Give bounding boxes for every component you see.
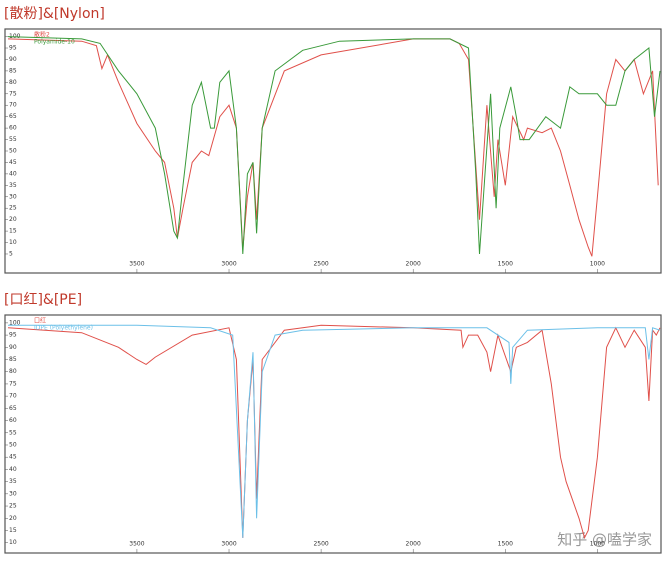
y-tick-label: 40 [9, 466, 17, 473]
chart-title: [口红]&[PE] [4, 292, 82, 308]
y-tick-label: 65 [9, 113, 17, 120]
y-tick-label: 5 [9, 250, 13, 257]
y-tick-label: 30 [9, 193, 17, 200]
y-tick-label: 25 [9, 503, 17, 510]
y-tick-label: 95 [9, 332, 17, 339]
x-tick-label: 1000 [590, 261, 605, 268]
y-tick-label: 55 [9, 429, 17, 436]
x-tick-label: 1000 [590, 541, 605, 548]
spectrum-line [7, 324, 661, 540]
x-tick-label: 3000 [221, 541, 236, 548]
y-tick-label: 15 [9, 228, 17, 235]
y-tick-label: 85 [9, 67, 17, 74]
legend-label: 口红 [34, 317, 46, 325]
y-tick-label: 90 [9, 344, 17, 351]
y-tick-label: 90 [9, 56, 17, 63]
y-tick-label: 40 [9, 170, 17, 177]
y-tick-label: 85 [9, 356, 17, 363]
y-tick-label: 80 [9, 368, 17, 375]
y-tick-label: 80 [9, 79, 17, 86]
x-tick-label: 3500 [129, 541, 144, 548]
x-tick-label: 2000 [406, 261, 421, 268]
y-tick-label: 45 [9, 159, 17, 166]
y-tick-label: 75 [9, 90, 17, 97]
y-tick-label: 35 [9, 182, 17, 189]
x-tick-label: 3000 [221, 261, 236, 268]
y-tick-label: 60 [9, 417, 17, 424]
spectrum-line [7, 36, 661, 255]
x-tick-label: 1500 [498, 541, 513, 548]
y-tick-label: 60 [9, 125, 17, 132]
legend-label: 散粉2 [34, 31, 50, 39]
chart-title: [散粉]&[Nylon] [4, 6, 105, 22]
legend-label: Polyamide-10 [34, 39, 75, 46]
y-tick-label: 70 [9, 393, 17, 400]
y-tick-label: 95 [9, 45, 17, 52]
x-tick-label: 1500 [498, 261, 513, 268]
y-tick-label: 100 [9, 319, 21, 326]
legend-label: IDPE (Polyethylene) [34, 325, 93, 332]
y-tick-label: 65 [9, 405, 17, 412]
y-tick-label: 70 [9, 102, 17, 109]
x-tick-label: 2500 [313, 261, 328, 268]
y-tick-label: 20 [9, 515, 17, 522]
y-tick-label: 30 [9, 490, 17, 497]
y-tick-label: 10 [9, 239, 17, 246]
x-tick-label: 2500 [313, 541, 328, 548]
y-tick-label: 25 [9, 205, 17, 212]
y-tick-label: 75 [9, 380, 17, 387]
spectrum-line [8, 324, 661, 538]
y-tick-label: 35 [9, 478, 17, 485]
plot-frame [4, 314, 662, 554]
y-tick-label: 10 [9, 539, 17, 546]
watermark: 知乎 @嗑学家 [557, 531, 652, 549]
x-tick-label: 2000 [406, 541, 421, 548]
y-tick-label: 50 [9, 441, 17, 448]
y-tick-label: 50 [9, 148, 17, 155]
x-tick-label: 3500 [129, 261, 144, 268]
y-tick-label: 55 [9, 136, 17, 143]
y-tick-label: 20 [9, 216, 17, 223]
y-tick-label: 45 [9, 454, 17, 461]
y-tick-label: 15 [9, 527, 17, 534]
